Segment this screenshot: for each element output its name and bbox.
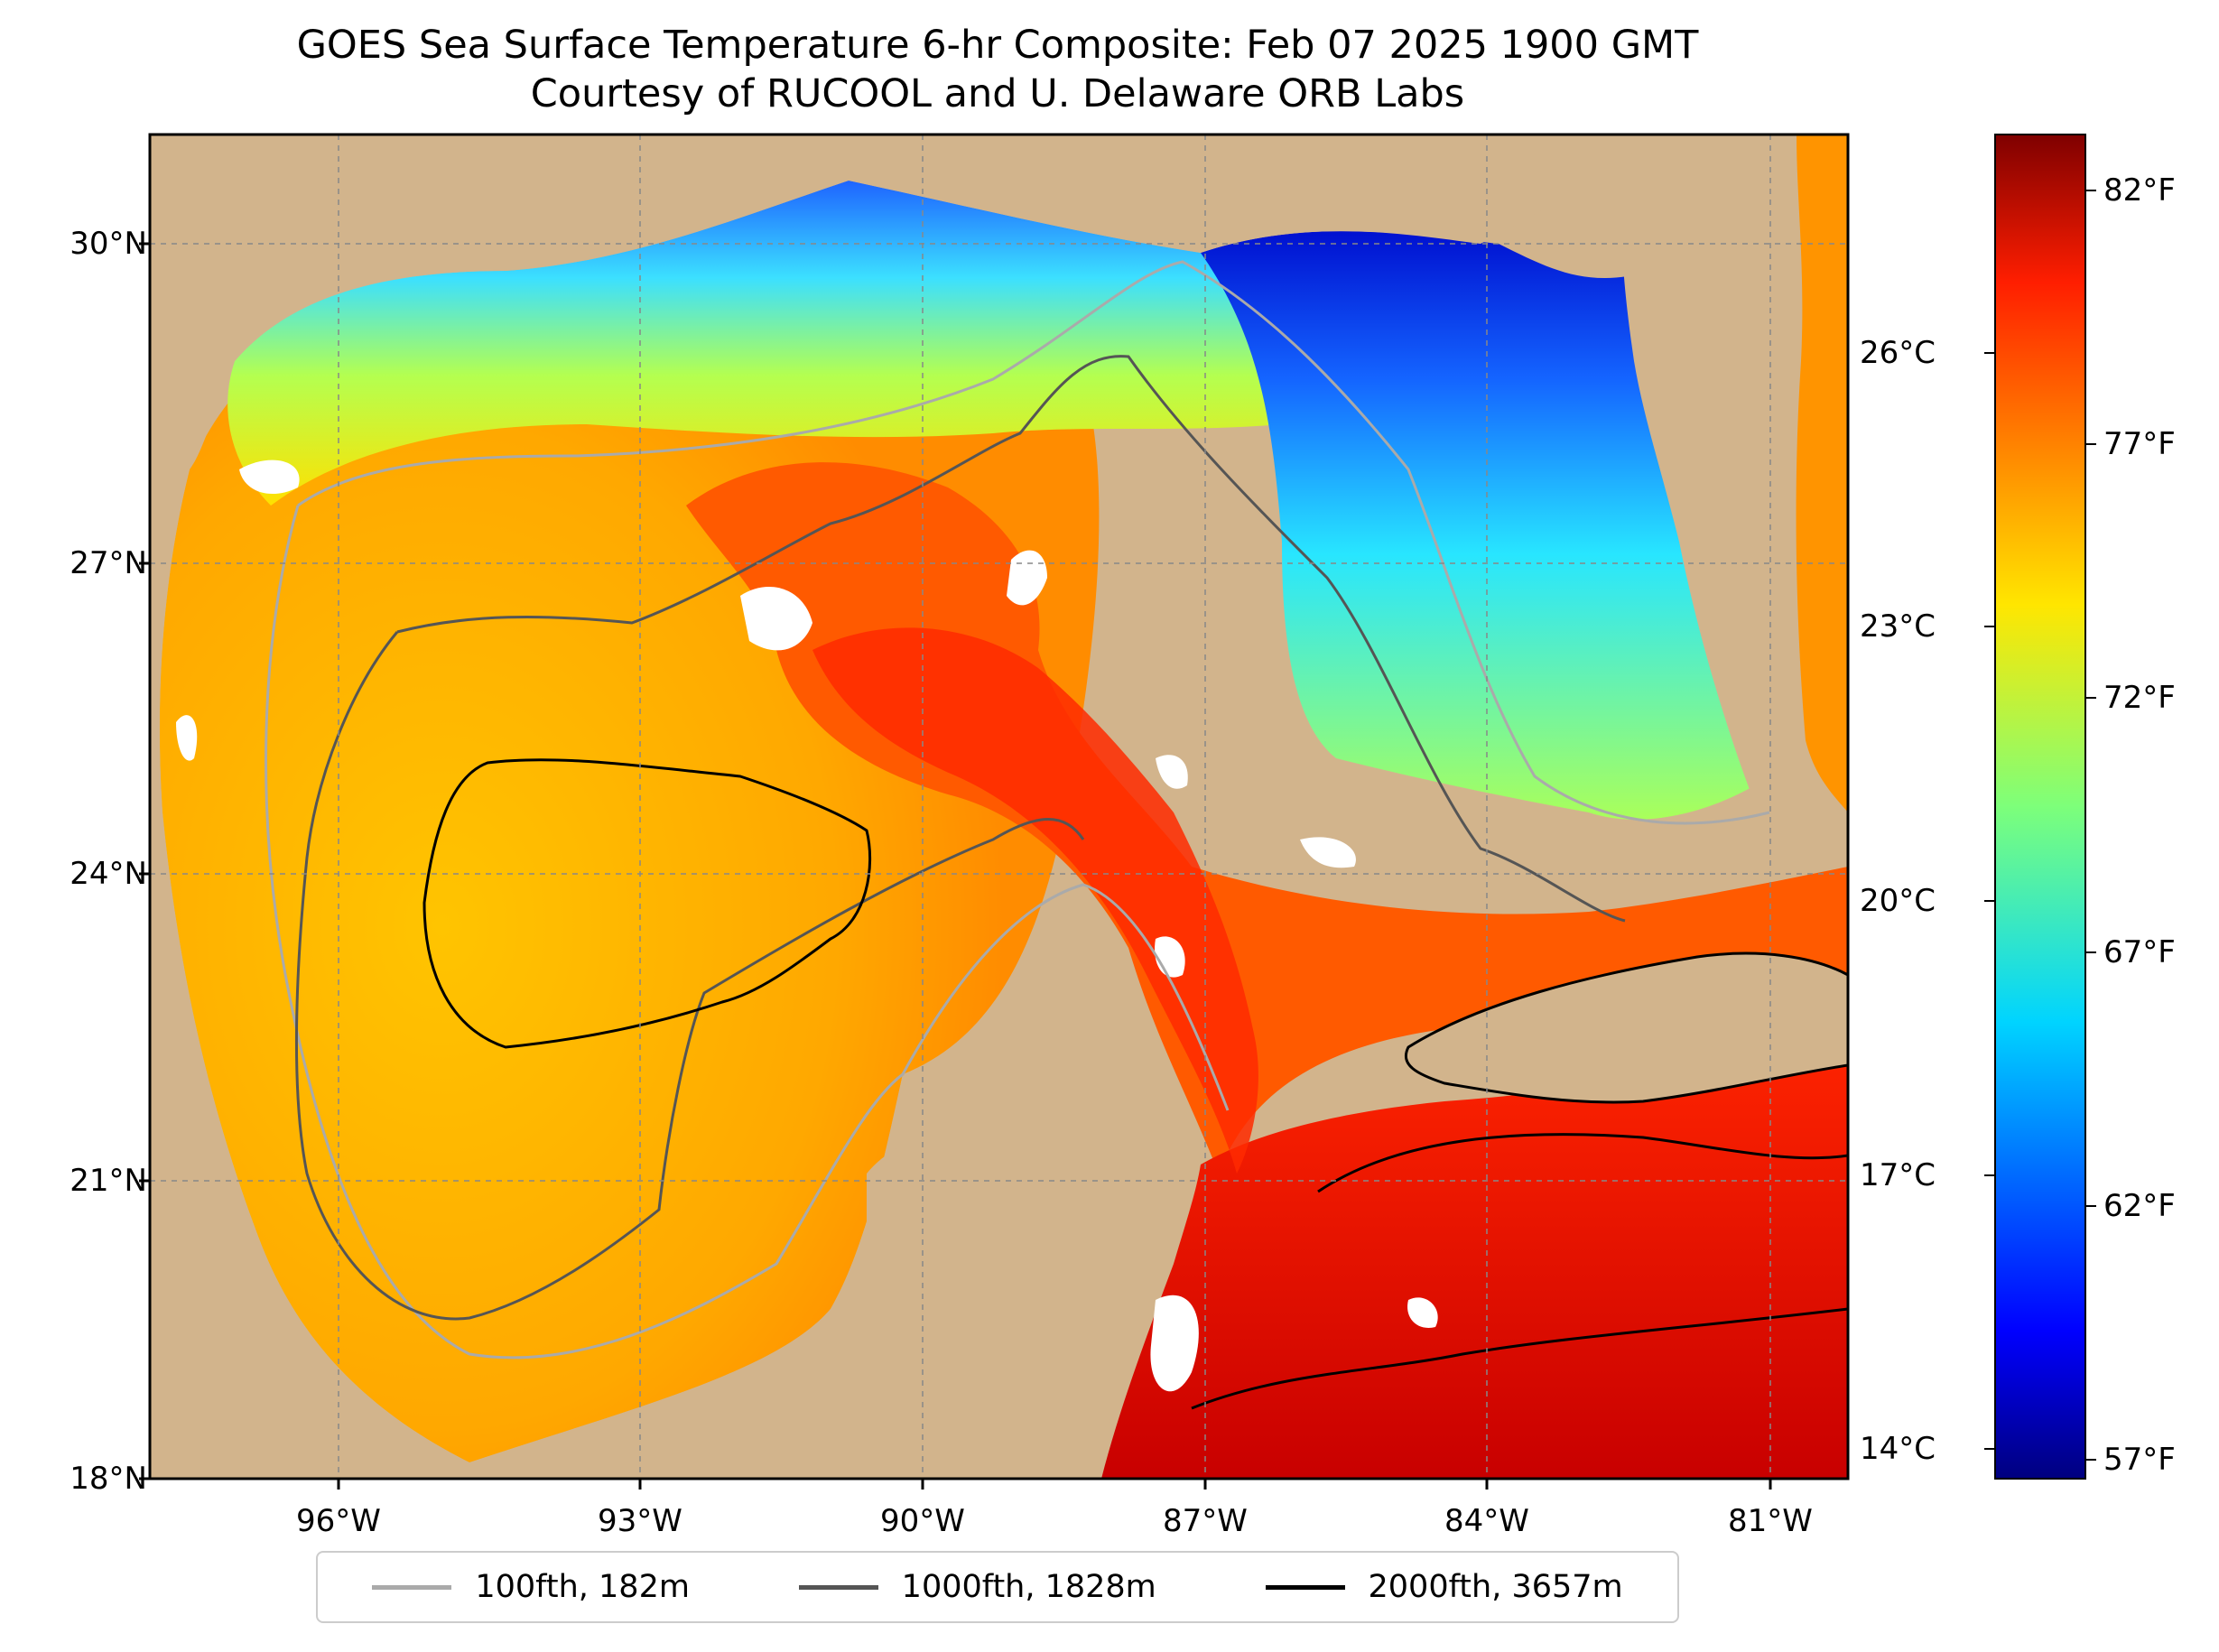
contour-100fth bbox=[297, 260, 1770, 825]
lon-tick-label: 96°W bbox=[296, 1503, 381, 1539]
colorbar bbox=[1994, 134, 2086, 1480]
bathymetry-legend: 100fth, 182m 1000fth, 1828m 2000fth, 365… bbox=[316, 1551, 1679, 1623]
legend-label: 100fth, 182m bbox=[475, 1569, 690, 1605]
lat-tick-label: 30°N bbox=[70, 226, 147, 262]
mexico-land bbox=[150, 469, 469, 1479]
map-title: GOES Sea Surface Temperature 6-hr Compos… bbox=[296, 23, 1699, 68]
lon-tick-label: 90°W bbox=[880, 1503, 965, 1539]
axis-ticks bbox=[139, 242, 1772, 1490]
lon-tick-label: 87°W bbox=[1163, 1503, 1248, 1539]
contour-1000fth-west bbox=[294, 631, 1085, 1321]
gulf-water-north bbox=[227, 181, 1282, 506]
lat-tick-label: 18°N bbox=[70, 1461, 147, 1497]
cuba-island bbox=[1405, 951, 1848, 1104]
legend-label: 2000fth, 3657m bbox=[1368, 1569, 1623, 1605]
gulf-water-east bbox=[1201, 231, 1769, 820]
lon-tick-label: 93°W bbox=[598, 1503, 682, 1539]
contour-2000fth bbox=[422, 758, 872, 1049]
colorbar-celsius-label: 17°C bbox=[1860, 1157, 1936, 1193]
colorbar-fahrenheit-label: 82°F bbox=[2103, 172, 2176, 209]
legend-line-swatch bbox=[1265, 1584, 1345, 1590]
colorbar-celsius-label: 20°C bbox=[1860, 883, 1936, 919]
colorbar-fahrenheit-label: 57°F bbox=[2103, 1442, 2176, 1478]
colorbar-fahrenheit-label: 67°F bbox=[2103, 934, 2176, 970]
lat-tick-label: 21°N bbox=[70, 1163, 147, 1199]
colorbar-celsius-label: 23°C bbox=[1860, 608, 1936, 645]
atlantic-warm-water bbox=[1796, 135, 1848, 812]
lat-tick-label: 24°N bbox=[70, 856, 147, 892]
legend-item-2000fth: 2000fth, 3657m bbox=[1265, 1569, 1623, 1605]
mexico-south-land bbox=[469, 1074, 903, 1479]
lon-tick-label: 84°W bbox=[1444, 1503, 1529, 1539]
caribbean-water bbox=[1101, 1038, 1848, 1479]
legend-label: 1000fth, 1828m bbox=[901, 1569, 1156, 1605]
legend-item-1000fth: 1000fth, 1828m bbox=[798, 1569, 1156, 1605]
map-frame bbox=[148, 133, 1850, 1480]
cloud-gaps bbox=[176, 459, 1438, 1392]
map-subtitle: Courtesy of RUCOOL and U. Delaware ORB L… bbox=[530, 71, 1465, 116]
colorbar-fahrenheit-label: 72°F bbox=[2103, 680, 2176, 716]
loop-current-core bbox=[812, 627, 1258, 1174]
contour-100fth-west bbox=[265, 505, 1230, 1360]
lat-tick-label: 27°N bbox=[70, 545, 147, 581]
lon-tick-label: 81°W bbox=[1728, 1503, 1813, 1539]
legend-line-swatch bbox=[372, 1584, 452, 1590]
colorbar-fahrenheit-label: 77°F bbox=[2103, 426, 2176, 462]
yucatan-peninsula bbox=[867, 1117, 1201, 1479]
colorbar-ticks bbox=[1984, 190, 2096, 1461]
colorbar-fahrenheit-label: 62°F bbox=[2103, 1188, 2176, 1224]
contour-2000fth-carib bbox=[1191, 1133, 1848, 1410]
north-coast-land bbox=[150, 135, 1848, 469]
legend-item-100fth: 100fth, 182m bbox=[372, 1569, 690, 1605]
contour-1000fth bbox=[396, 355, 1626, 923]
colorbar-celsius-label: 26°C bbox=[1860, 335, 1936, 371]
map-content bbox=[150, 135, 1848, 1479]
colorbar-celsius-label: 14°C bbox=[1860, 1431, 1936, 1467]
bathymetry-contours bbox=[265, 260, 1848, 1410]
legend-line-swatch bbox=[798, 1584, 878, 1590]
florida-peninsula bbox=[1620, 135, 1848, 829]
map-gridlines bbox=[150, 135, 1848, 1479]
